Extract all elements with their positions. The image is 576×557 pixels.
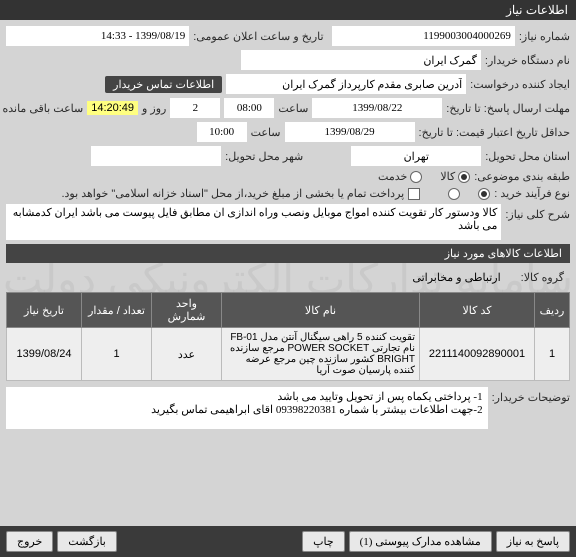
- footer: پاسخ به نیاز مشاهده مدارک پیوستی (1) چاپ…: [0, 526, 576, 557]
- budget-radios: کالا خدمت: [378, 170, 470, 183]
- city-label: شهر محل تحویل:: [225, 150, 303, 163]
- col-date: تاریخ نیاز: [7, 293, 82, 328]
- creator-field: [226, 74, 466, 94]
- cell-idx: 1: [535, 328, 570, 381]
- remain-time: 14:20:49: [87, 101, 138, 115]
- deadline-time: [224, 98, 274, 118]
- title-bar: اطلاعات نیاز: [0, 0, 576, 20]
- valid-label: حداقل تاریخ اعتبار قیمت: تا تاریخ:: [419, 126, 570, 139]
- exit-button[interactable]: خروج: [6, 531, 53, 552]
- col-qty: تعداد / مقدار: [82, 293, 152, 328]
- deadline-label: مهلت ارسال پاسخ: تا تاریخ:: [446, 102, 570, 115]
- items-table: ردیف کد کالا نام کالا واحد شمارش تعداد /…: [6, 292, 570, 381]
- payment-label: پرداخت تمام یا بخشی از مبلغ خرید،از محل …: [61, 187, 404, 200]
- remain-label: ساعت باقی مانده: [2, 102, 83, 115]
- cell-name: تقویت کننده 5 راهی سیگنال آنتن مدل FB-01…: [222, 328, 420, 381]
- valid-time: [197, 122, 247, 142]
- col-unit: واحد شمارش: [152, 293, 222, 328]
- cell-unit: عدد: [152, 328, 222, 381]
- back-button[interactable]: بازگشت: [57, 531, 117, 552]
- section-header: اطلاعات کالاهای مورد نیاز: [6, 244, 570, 263]
- col-name: نام کالا: [222, 293, 420, 328]
- goods-label: کالا: [440, 170, 455, 183]
- hour-label-1: ساعت: [278, 102, 308, 115]
- col-code: کد کالا: [420, 293, 535, 328]
- creator-label: ایجاد کننده درخواست:: [470, 78, 570, 91]
- city-field: [91, 146, 221, 166]
- col-idx: ردیف: [535, 293, 570, 328]
- cell-code: 2211140092890001: [420, 328, 535, 381]
- need-no-field: [332, 26, 515, 46]
- announce-field: [6, 26, 189, 46]
- deadline-days: [170, 98, 220, 118]
- group-value: ارتباطی و مخابراتی: [412, 271, 500, 284]
- goods-radio[interactable]: [458, 171, 470, 183]
- cell-qty: 1: [82, 328, 152, 381]
- process-radios: [448, 188, 490, 200]
- announce-label: تاریخ و ساعت اعلان عمومی:: [193, 30, 323, 43]
- contact-button[interactable]: اطلاعات تماس خریدار: [105, 76, 222, 93]
- budget-label: طبقه بندی موضوعی:: [474, 170, 570, 183]
- state-field: [351, 146, 481, 166]
- process-radio-2[interactable]: [448, 188, 460, 200]
- reply-button[interactable]: پاسخ به نیاز: [496, 531, 570, 552]
- process-label: نوع فرآیند خرید :: [494, 187, 570, 200]
- state-label: استان محل تحویل:: [485, 150, 570, 163]
- attachments-button[interactable]: مشاهده مدارک پیوستی (1): [349, 531, 492, 552]
- table-row[interactable]: 1 2211140092890001 تقویت کننده 5 راهی سی…: [7, 328, 570, 381]
- group-label: گروه کالا:: [521, 271, 564, 284]
- need-no-label: شماره نیاز:: [519, 30, 570, 43]
- hour-label-2: ساعت: [251, 126, 281, 139]
- valid-date: [285, 122, 415, 142]
- buyer-field: [241, 50, 481, 70]
- buyer-label: نام دستگاه خریدار:: [485, 54, 570, 67]
- cell-date: 1399/08/24: [7, 328, 82, 381]
- deadline-date: [312, 98, 442, 118]
- print-button[interactable]: چاپ: [302, 531, 345, 552]
- notes-field: [6, 387, 488, 429]
- notes-label: توضیحات خریدار:: [492, 387, 570, 404]
- day-label: روز و: [142, 102, 166, 115]
- payment-checkbox[interactable]: [408, 188, 420, 200]
- process-radio-1[interactable]: [478, 188, 490, 200]
- service-label: خدمت: [378, 170, 407, 183]
- desc-label: شرح کلی نیاز:: [505, 204, 570, 221]
- desc-field: [6, 204, 501, 240]
- service-radio[interactable]: [410, 171, 422, 183]
